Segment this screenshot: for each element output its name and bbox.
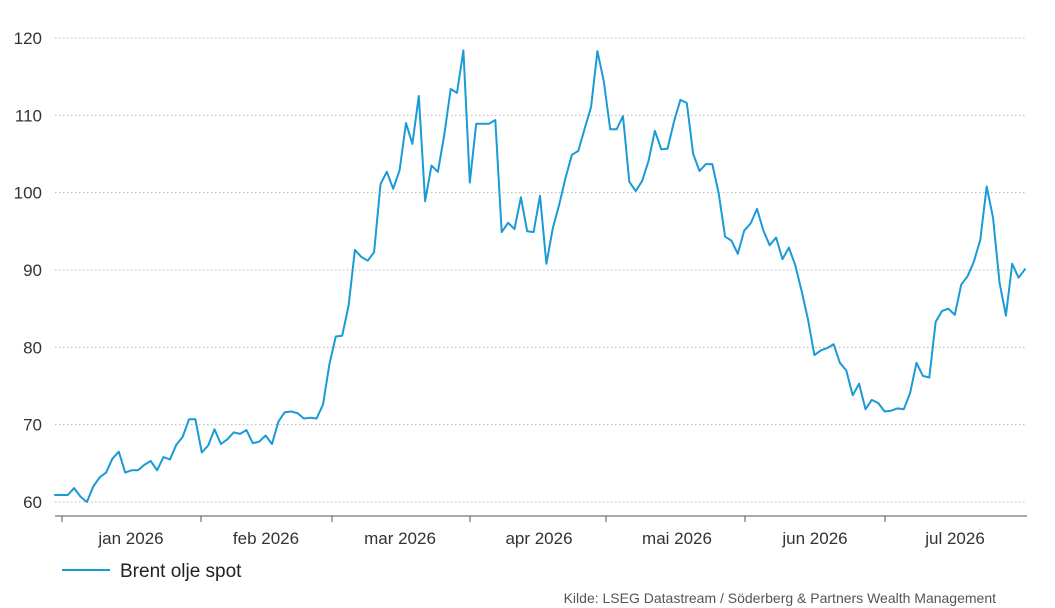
- x-tick-label: jan 2026: [97, 529, 163, 548]
- y-tick-label: 110: [15, 106, 42, 125]
- x-tick-label: mar 2026: [364, 529, 436, 548]
- x-tick-label: jun 2026: [781, 529, 847, 548]
- y-tick-label: 120: [14, 29, 42, 48]
- y-tick-label: 80: [23, 338, 42, 357]
- y-tick-label: 100: [14, 184, 42, 203]
- x-axis-ticks: jan 2026 feb 2026 mar 2026 apr 2026 mai 2026…: [61, 516, 985, 548]
- legend-label: Brent olje spot: [120, 561, 242, 582]
- gridlines: [55, 37, 1027, 503]
- series-line-brent: [54, 49, 1026, 503]
- y-tick-label: 60: [23, 493, 42, 512]
- y-tick-label: 70: [23, 416, 42, 435]
- y-axis-ticks: 60 70 80 90 100 110 120: [14, 29, 42, 512]
- x-tick-label: apr 2026: [505, 529, 572, 548]
- x-tick-label: jul 2026: [924, 529, 985, 548]
- x-tick-label: mai 2026: [642, 529, 712, 548]
- x-tick-label: feb 2026: [233, 529, 299, 548]
- y-tick-label: 90: [23, 261, 42, 280]
- legend: Brent olje spot: [62, 561, 242, 582]
- source-note: Kilde: LSEG Datastream / Söderberg & Par…: [564, 590, 997, 606]
